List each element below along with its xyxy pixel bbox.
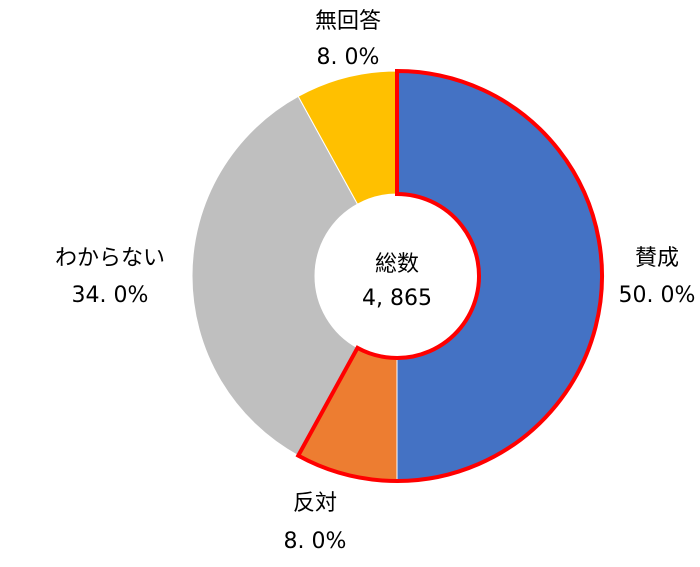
- slice-1: [396, 70, 603, 482]
- highlight-outline: [295, 68, 604, 483]
- slice-value-2: 8. 0%: [284, 529, 347, 554]
- slices-group: [191, 70, 603, 482]
- slice-label-2: 反対: [293, 491, 337, 516]
- slice-value-3: 34. 0%: [72, 283, 149, 308]
- slice-3: [191, 95, 359, 457]
- slice-label-3: わからない: [55, 246, 165, 271]
- slice-label-4: 無回答: [315, 9, 381, 34]
- center-total: 4, 865: [362, 286, 432, 311]
- slice-value-1: 50. 0%: [619, 283, 696, 308]
- slice-label-1: 賛成: [635, 246, 679, 271]
- slice-value-4: 8. 0%: [317, 45, 380, 70]
- center-title: 総数: [375, 252, 419, 277]
- labels-group: 賛成 50. 0% 反対 8. 0% わからない 34. 0% 無回答 8. 0%: [55, 9, 695, 554]
